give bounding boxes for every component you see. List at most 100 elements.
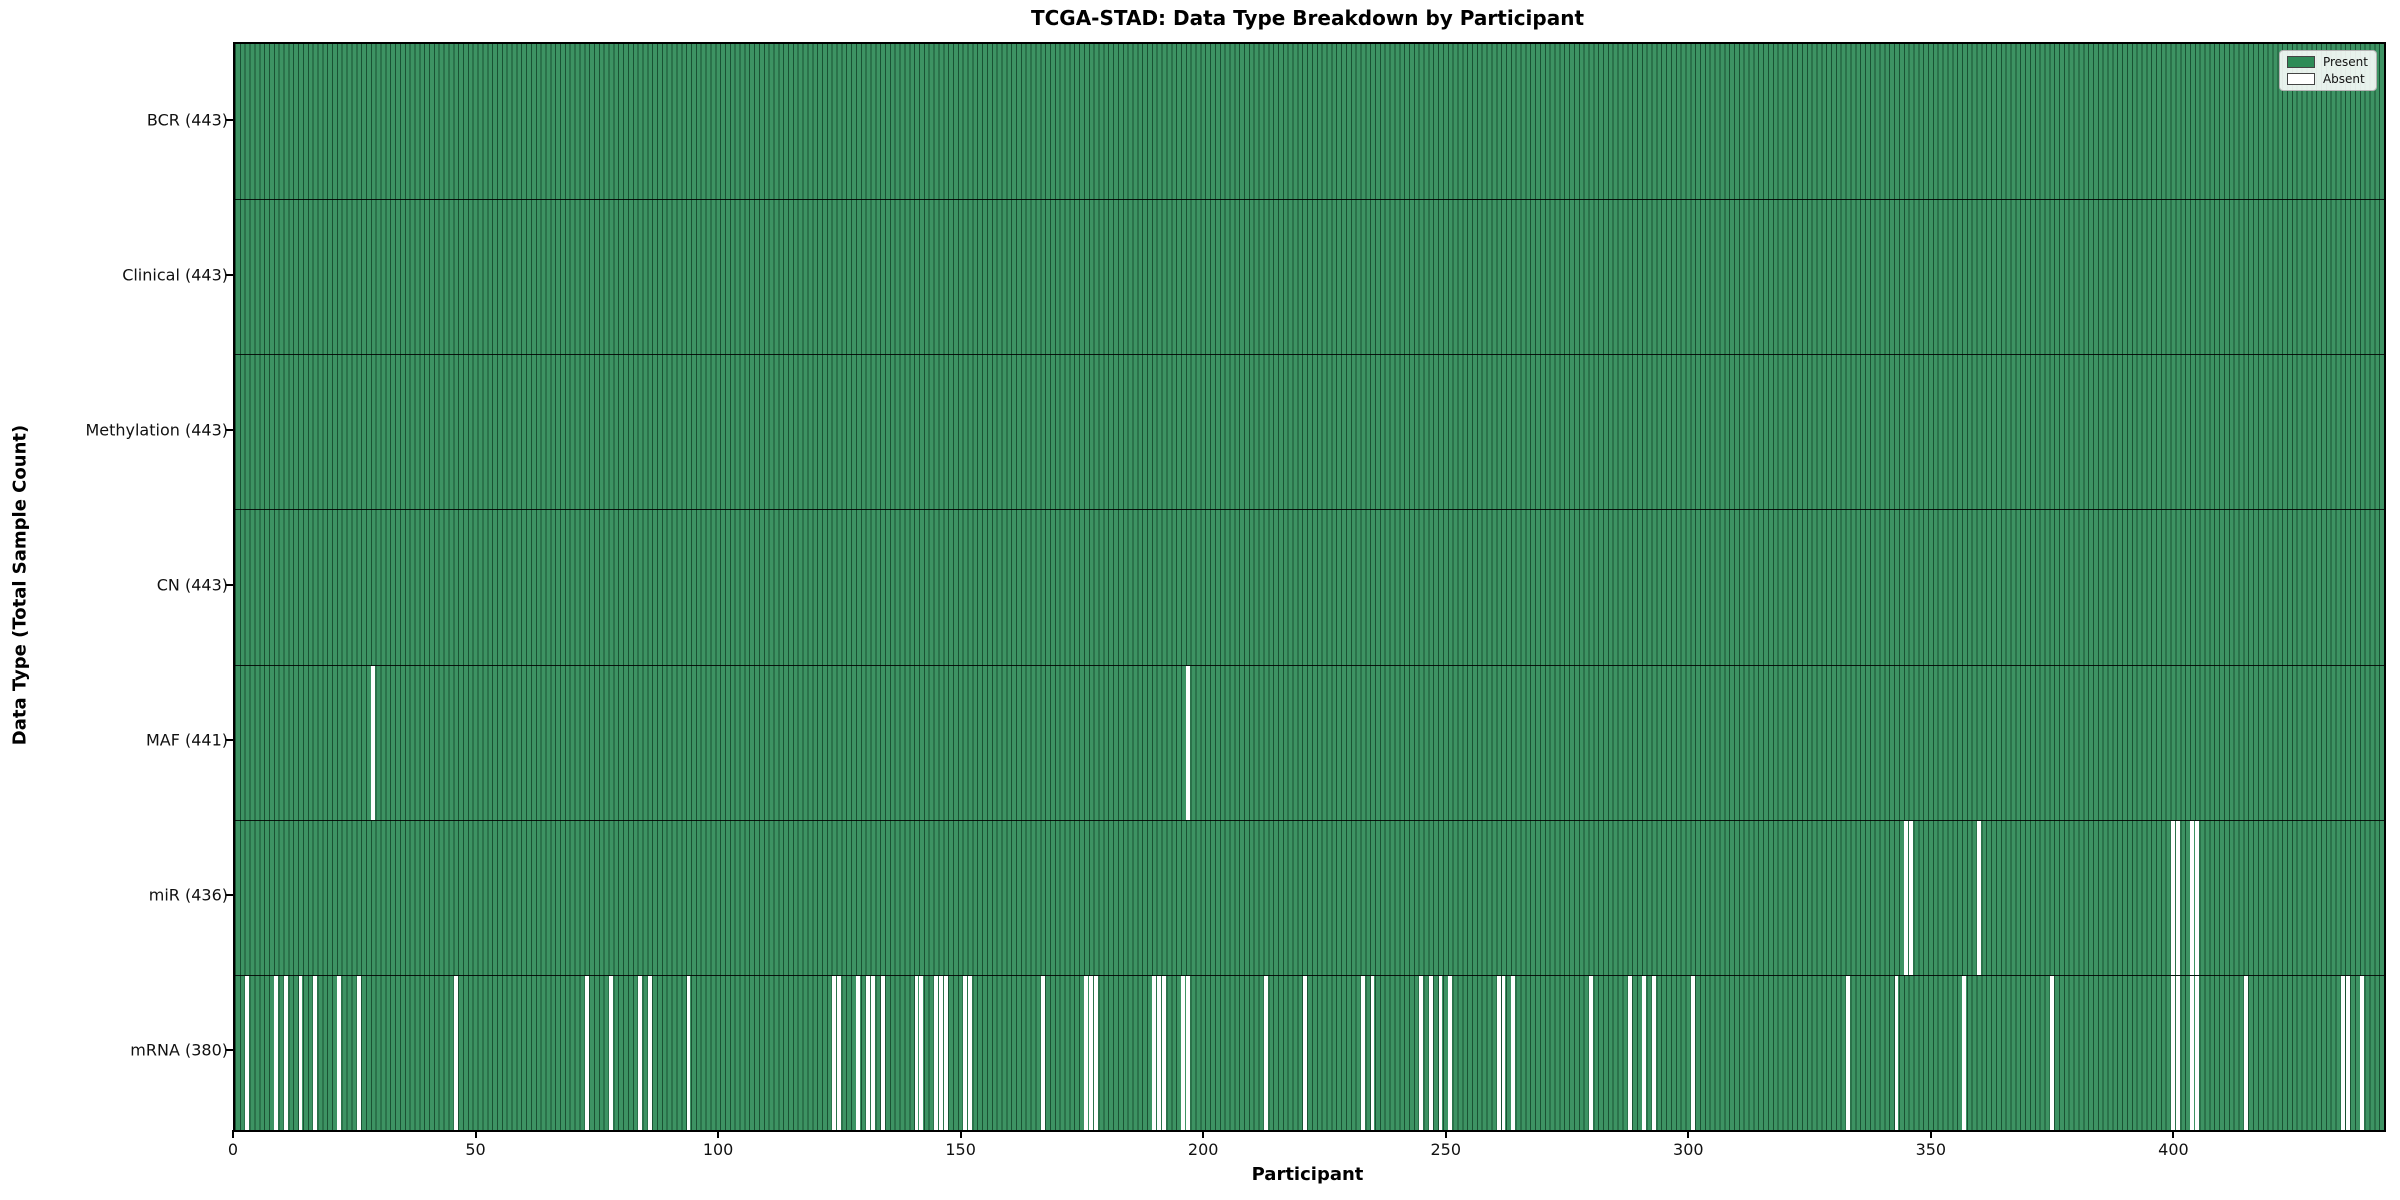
x-tick-mark <box>1687 1130 1690 1138</box>
y-tick-label-methylation: Methylation (443) <box>85 420 228 440</box>
absent-cell <box>1181 975 1186 1130</box>
x-tick-mark <box>1202 1130 1205 1138</box>
absent-cell <box>245 975 250 1130</box>
absent-cell <box>2175 820 2180 975</box>
legend: Present Absent <box>2278 50 2377 91</box>
absent-cell <box>2171 820 2175 975</box>
absent-cell <box>914 975 919 1130</box>
absent-cell <box>371 665 376 820</box>
absent-cell <box>1588 975 1593 1130</box>
y-tick-mark <box>226 428 233 431</box>
legend-label: Absent <box>2322 72 2365 86</box>
absent-cell <box>1448 975 1453 1130</box>
y-tick-mark <box>226 584 233 586</box>
absent-cell <box>647 975 652 1130</box>
absent-cell <box>2190 820 2195 975</box>
absent-cell <box>2345 975 2350 1130</box>
y-tick-label-clinical: Clinical (443) <box>122 265 228 285</box>
absent-cell <box>313 975 317 1130</box>
absent-cell <box>453 975 458 1130</box>
absent-cell <box>943 975 948 1130</box>
x-axis-label: Participant <box>1251 1164 1364 1185</box>
heatmap-row-maf <box>235 664 2384 820</box>
x-tick-label: 100 <box>702 1140 734 1159</box>
absent-cell <box>837 975 841 1130</box>
absent-cell <box>870 975 875 1130</box>
absent-cell <box>934 975 938 1130</box>
absent-cell <box>1302 975 1307 1130</box>
absent-cell <box>1157 975 1162 1130</box>
absent-cell <box>1642 975 1647 1130</box>
y-tick-label-mir: miR (436) <box>148 885 228 905</box>
y-tick-mark <box>226 894 233 897</box>
absent-cell <box>584 975 589 1130</box>
heatmap-row-bcr <box>235 44 2384 200</box>
x-tick-mark <box>1444 1130 1447 1138</box>
absent-cell <box>856 975 861 1130</box>
x-tick-label: 400 <box>2158 1140 2189 1159</box>
absent-cell <box>2243 975 2248 1130</box>
legend-swatch-absent-icon <box>2286 73 2315 85</box>
absent-cell <box>356 975 361 1130</box>
y-tick-mark <box>226 118 233 121</box>
x-tick-label: 0 <box>227 1140 239 1159</box>
absent-cell <box>1186 665 1191 820</box>
absent-cell <box>832 975 837 1130</box>
chart-title: TCGA-STAD: Data Type Breakdown by Partic… <box>1030 6 1585 30</box>
absent-cell <box>337 975 342 1130</box>
absent-cell <box>686 975 691 1130</box>
absent-cell <box>938 975 943 1130</box>
absent-cell <box>1651 975 1656 1130</box>
y-tick-mark <box>226 273 233 276</box>
heatmap-row-mrna <box>235 974 2384 1130</box>
absent-cell <box>2171 975 2175 1130</box>
heatmap-row-cn <box>235 509 2384 665</box>
x-tick-mark <box>474 1130 477 1138</box>
absent-cell <box>274 975 279 1130</box>
absent-cell <box>1977 820 1981 975</box>
absent-cell <box>919 975 924 1130</box>
absent-cell <box>866 975 870 1130</box>
absent-cell <box>1690 975 1695 1130</box>
plot-area: Present Absent <box>233 42 2386 1132</box>
legend-entry-present: Present <box>2286 55 2368 69</box>
absent-cell <box>2190 975 2195 1130</box>
absent-cell <box>284 975 288 1130</box>
absent-cell <box>1904 820 1909 975</box>
absent-cell <box>1419 975 1423 1130</box>
absent-cell <box>1438 975 1443 1130</box>
x-tick-mark <box>959 1130 962 1138</box>
heatmap-row-clinical <box>235 199 2384 355</box>
absent-cell <box>1370 975 1375 1130</box>
absent-cell <box>1846 975 1850 1130</box>
x-tick-label: 300 <box>1673 1140 1704 1159</box>
legend-label: Present <box>2322 55 2368 69</box>
absent-cell <box>1040 975 1045 1130</box>
absent-cell <box>609 975 613 1130</box>
y-tick-mark <box>226 739 233 742</box>
x-tick-mark <box>2172 1130 2175 1138</box>
x-tick-mark <box>232 1130 234 1138</box>
legend-swatch-present-icon <box>2286 56 2315 68</box>
legend-entry-absent: Absent <box>2286 72 2368 86</box>
x-tick-label: 150 <box>945 1140 976 1159</box>
y-tick-label-bcr: BCR (443) <box>146 110 228 130</box>
absent-cell <box>1627 975 1632 1130</box>
heatmap-row-methylation <box>235 354 2384 510</box>
absent-cell <box>2340 975 2345 1130</box>
absent-cell <box>1152 975 1157 1130</box>
x-tick-label: 50 <box>465 1140 486 1159</box>
absent-cell <box>1909 820 1913 975</box>
absent-cell <box>1263 975 1268 1130</box>
absent-cell <box>963 975 967 1130</box>
absent-cell <box>1084 975 1089 1130</box>
x-tick-mark <box>1929 1130 1932 1138</box>
absent-cell <box>1511 975 1516 1130</box>
absent-cell <box>1962 975 1967 1130</box>
x-tick-label: 350 <box>1915 1140 1947 1159</box>
absent-cell <box>1894 975 1899 1130</box>
absent-cell <box>880 975 885 1130</box>
x-tick-label: 200 <box>1187 1140 1219 1159</box>
y-tick-label-maf: MAF (441) <box>145 730 228 750</box>
